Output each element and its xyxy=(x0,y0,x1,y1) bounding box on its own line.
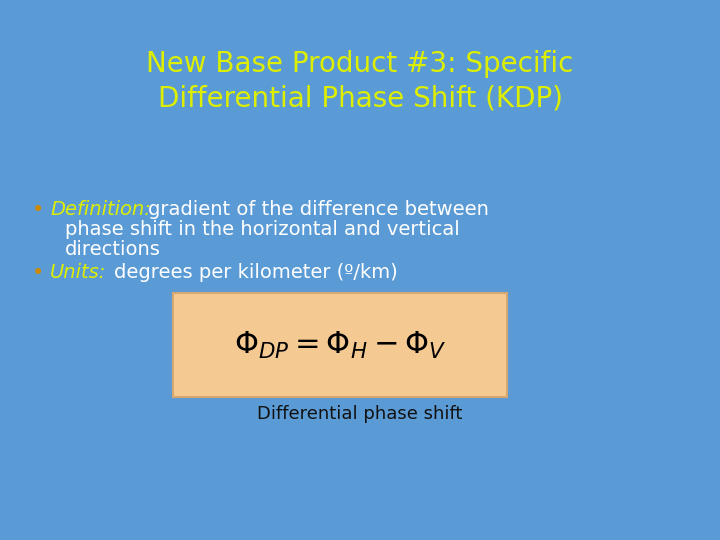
Text: New Base Product #3: Specific
Differential Phase Shift (KDP): New Base Product #3: Specific Differenti… xyxy=(146,50,574,113)
Text: Units:: Units: xyxy=(50,263,107,282)
Text: directions: directions xyxy=(65,240,161,259)
Text: $\Phi_{DP} = \Phi_{H} - \Phi_{V}$: $\Phi_{DP} = \Phi_{H} - \Phi_{V}$ xyxy=(233,329,446,361)
Text: Differential phase shift: Differential phase shift xyxy=(257,405,463,423)
Text: Definition:: Definition: xyxy=(50,200,151,219)
Text: phase shift in the horizontal and vertical: phase shift in the horizontal and vertic… xyxy=(65,220,460,239)
Text: •: • xyxy=(32,263,44,283)
Text: •: • xyxy=(32,200,44,220)
Text: gradient of the difference between: gradient of the difference between xyxy=(148,200,489,219)
FancyBboxPatch shape xyxy=(173,293,507,397)
Text: degrees per kilometer (º/km): degrees per kilometer (º/km) xyxy=(114,263,397,282)
